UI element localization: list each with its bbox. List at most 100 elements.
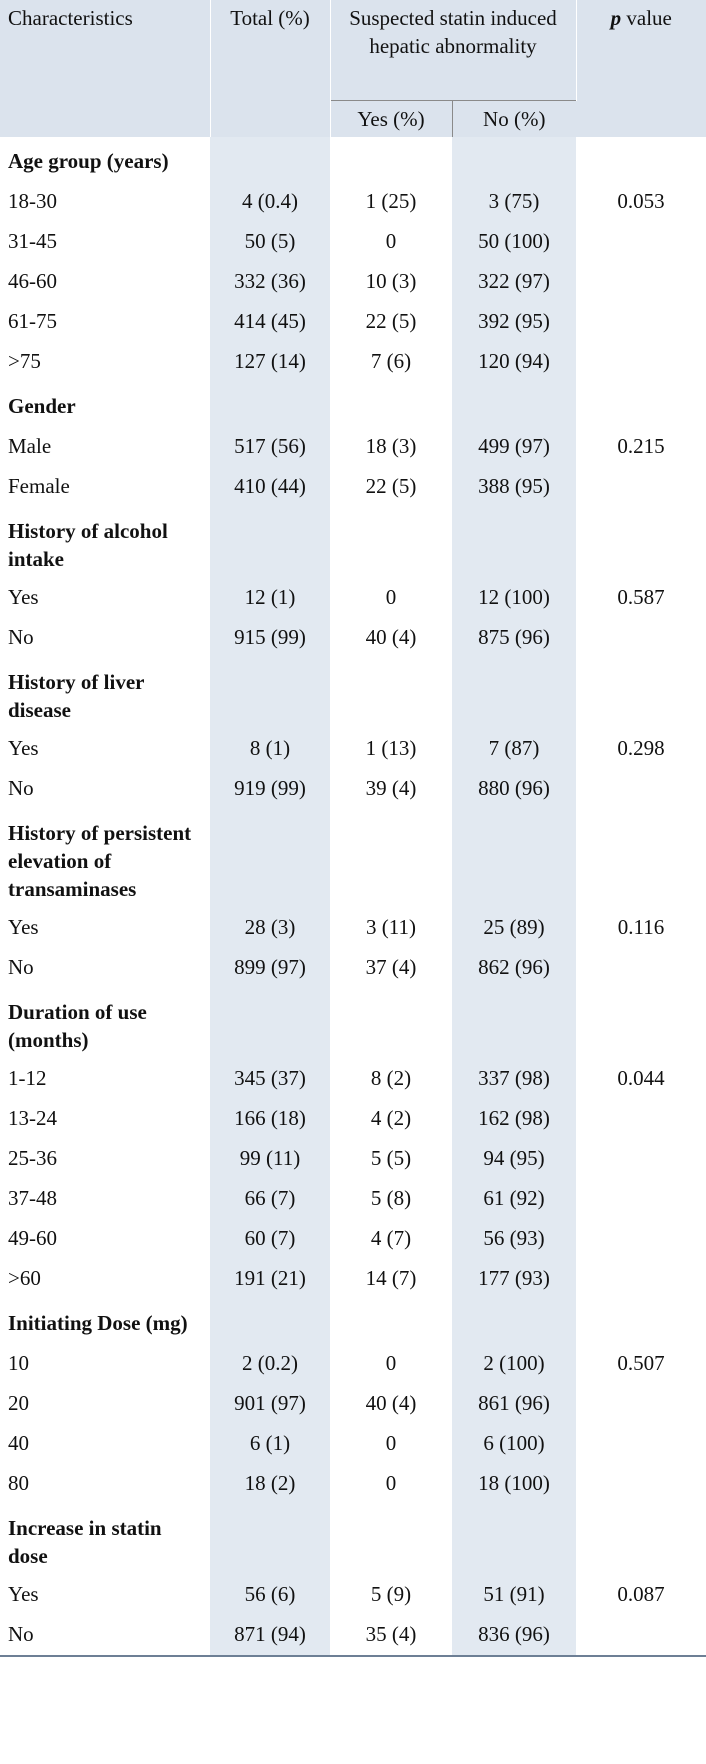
total-cell: 50 (5) <box>210 222 330 262</box>
table-row: Yes 28 (3) 3 (11) 25 (89) 0.116 <box>0 908 706 948</box>
no-cell: 337 (98) <box>452 1059 577 1099</box>
yes-cell: 4 (7) <box>370 1226 412 1250</box>
yes-cell <box>330 137 452 182</box>
p-value-cell <box>576 262 706 302</box>
total-cell: 18 (2) <box>210 1464 330 1504</box>
row-label: 20 <box>8 1391 29 1415</box>
no-cell: 162 (98) <box>452 1099 577 1139</box>
total-cell <box>210 1504 330 1575</box>
no-cell: 120 (94) <box>452 342 577 382</box>
header-yes: Yes (%) <box>330 100 453 137</box>
yes-cell: 40 (4) <box>365 625 417 649</box>
row-label: 31-45 <box>8 229 57 253</box>
p-value-cell: 0.053 <box>617 189 665 213</box>
no-cell: 7 (87) <box>452 729 577 769</box>
category-label: Initiating Dose (mg) <box>8 1311 188 1335</box>
total-cell: 60 (7) <box>210 1219 330 1259</box>
table-row: Female 410 (44) 22 (5) 388 (95) <box>0 467 706 507</box>
category-row: Duration of use (months) <box>0 988 706 1059</box>
total-cell: 410 (44) <box>210 467 330 507</box>
yes-cell: 0 <box>385 1431 397 1455</box>
no-cell <box>452 507 577 578</box>
p-value-cell <box>576 618 706 658</box>
row-label: No <box>0 1615 210 1657</box>
total-cell: 517 (56) <box>210 427 330 467</box>
no-cell <box>452 658 577 729</box>
total-cell: 919 (99) <box>210 769 330 809</box>
no-cell <box>452 137 577 182</box>
no-cell: 499 (97) <box>452 427 577 467</box>
p-value-cell <box>576 1384 706 1424</box>
p-value-cell <box>576 302 706 342</box>
yes-cell: 5 (5) <box>370 1146 412 1170</box>
no-cell: 56 (93) <box>452 1219 577 1259</box>
yes-cell: 8 (2) <box>370 1066 412 1090</box>
table-body: Age group (years) 18-30 4 (0.4) 1 (25) 3 (75… <box>0 137 706 1657</box>
table-row: 31-45 50 (5) 0 50 (100) <box>0 222 706 262</box>
yes-cell: 0 <box>385 585 397 609</box>
yes-cell <box>330 1504 452 1575</box>
total-cell: 6 (1) <box>210 1424 330 1464</box>
yes-cell: 0 <box>385 229 397 253</box>
yes-cell: 0 <box>385 1351 397 1375</box>
yes-cell <box>330 507 452 578</box>
p-value-cell <box>576 342 706 382</box>
table-row: Male 517 (56) 18 (3) 499 (97) 0.215 <box>0 427 706 467</box>
total-cell <box>210 382 330 427</box>
category-row: Age group (years) <box>0 137 706 182</box>
category-row: History of persistent elevation of trans… <box>0 809 706 908</box>
table-row: 10 2 (0.2) 0 2 (100) 0.507 <box>0 1344 706 1384</box>
no-cell: 880 (96) <box>452 769 577 809</box>
p-value-cell: 0.507 <box>617 1351 665 1375</box>
p-value-cell <box>576 658 706 729</box>
row-label: 10 <box>8 1351 29 1375</box>
no-cell: 2 (100) <box>452 1344 577 1384</box>
header-p-value: p value <box>576 0 706 137</box>
row-label: 80 <box>8 1471 29 1495</box>
p-value-cell <box>576 222 706 262</box>
table-row: Yes 56 (6) 5 (9) 51 (91) 0.087 <box>0 1575 706 1615</box>
row-label: 46-60 <box>8 269 57 293</box>
no-cell: 861 (96) <box>452 1384 577 1424</box>
row-label: 1-12 <box>8 1066 47 1090</box>
p-value-cell: 0.087 <box>617 1582 665 1606</box>
no-cell: 392 (95) <box>452 302 577 342</box>
p-value-cell <box>576 1139 706 1179</box>
total-cell: 915 (99) <box>210 618 330 658</box>
table-row: Yes 8 (1) 1 (13) 7 (87) 0.298 <box>0 729 706 769</box>
statin-hepatic-table: Characteristics Total (%) Suspected stat… <box>0 0 706 1657</box>
header-suspected: Suspected statin induced hepatic abnorma… <box>330 0 577 101</box>
total-cell: 345 (37) <box>210 1059 330 1099</box>
p-value-cell <box>576 137 706 182</box>
no-cell <box>452 809 577 908</box>
no-cell: 6 (100) <box>452 1424 577 1464</box>
category-row: Increase in statin dose <box>0 1504 706 1575</box>
p-value-cell: 0.587 <box>617 585 665 609</box>
p-value-cell <box>576 1464 706 1504</box>
yes-cell: 5 (8) <box>370 1186 412 1210</box>
p-value-cell <box>576 1099 706 1139</box>
no-cell: 862 (96) <box>452 948 577 988</box>
row-label: No <box>8 776 34 800</box>
header-total: Total (%) <box>210 0 331 137</box>
table-row: 37-48 66 (7) 5 (8) 61 (92) <box>0 1179 706 1219</box>
no-cell: 25 (89) <box>452 908 577 948</box>
table-row: >75 127 (14) 7 (6) 120 (94) <box>0 342 706 382</box>
category-row: Gender <box>0 382 706 427</box>
table-row: 13-24 166 (18) 4 (2) 162 (98) <box>0 1099 706 1139</box>
row-label: 40 <box>8 1431 29 1455</box>
table-row: 80 18 (2) 0 18 (100) <box>0 1464 706 1504</box>
table-row: 25-36 99 (11) 5 (5) 94 (95) <box>0 1139 706 1179</box>
table-row: No 899 (97) 37 (4) 862 (96) <box>0 948 706 988</box>
p-value-cell <box>576 507 706 578</box>
total-cell: 871 (94) <box>210 1615 330 1657</box>
no-cell: 12 (100) <box>452 578 577 618</box>
table-row: No 915 (99) 40 (4) 875 (96) <box>0 618 706 658</box>
total-cell: 414 (45) <box>210 302 330 342</box>
table-row: 18-30 4 (0.4) 1 (25) 3 (75) 0.053 <box>0 182 706 222</box>
header-characteristics: Characteristics <box>0 0 211 137</box>
category-label: Gender <box>8 394 76 418</box>
table-row: No 919 (99) 39 (4) 880 (96) <box>0 769 706 809</box>
yes-cell <box>330 809 452 908</box>
table-row: 46-60 332 (36) 10 (3) 322 (97) <box>0 262 706 302</box>
